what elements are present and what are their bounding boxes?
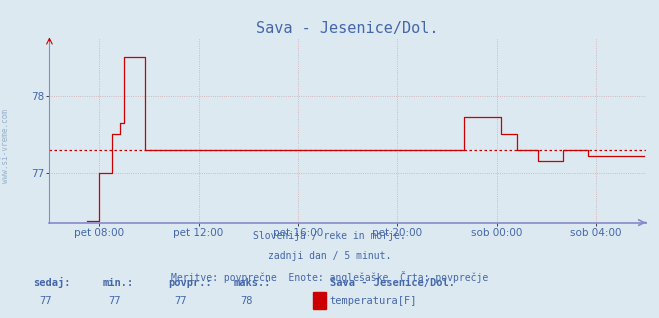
Text: sedaj:: sedaj: (33, 277, 71, 288)
Text: maks.:: maks.: (234, 278, 272, 288)
Text: www.si-vreme.com: www.si-vreme.com (1, 109, 10, 183)
Text: 78: 78 (241, 296, 253, 306)
Text: Sava - Jesenice/Dol.: Sava - Jesenice/Dol. (330, 278, 455, 288)
Text: min.:: min.: (102, 278, 133, 288)
Text: temperatura[F]: temperatura[F] (330, 296, 417, 306)
Title: Sava - Jesenice/Dol.: Sava - Jesenice/Dol. (256, 21, 439, 36)
Text: zadnji dan / 5 minut.: zadnji dan / 5 minut. (268, 251, 391, 260)
Text: 77: 77 (40, 296, 52, 306)
Text: 77: 77 (175, 296, 187, 306)
Text: 77: 77 (109, 296, 121, 306)
Text: povpr.:: povpr.: (168, 278, 212, 288)
Text: Meritve: povprečne  Enote: anglešaške  Črta: povprečje: Meritve: povprečne Enote: anglešaške Črt… (171, 271, 488, 283)
Text: Slovenija / reke in morje.: Slovenija / reke in morje. (253, 231, 406, 240)
